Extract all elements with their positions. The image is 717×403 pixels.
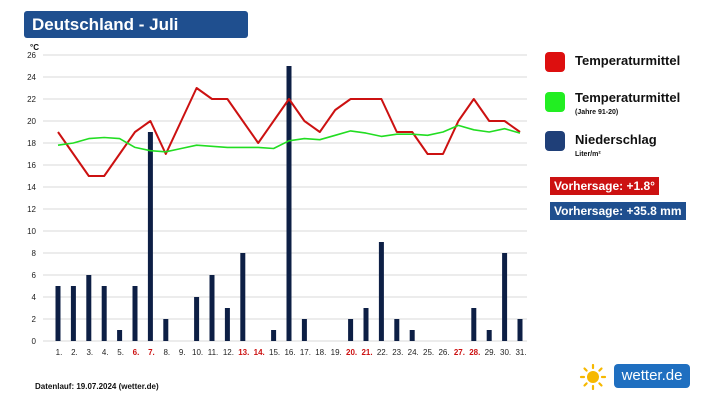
- x-tick-label: 27.: [454, 348, 465, 357]
- chart-title: Deutschland - Juli: [24, 11, 248, 38]
- x-tick-label: 17.: [300, 348, 311, 357]
- y-tick-label: 12: [27, 205, 36, 214]
- wetter-de-logo: wetter.de: [578, 364, 690, 390]
- temperature-reference-line: [57, 124, 521, 153]
- precipitation-bar: [240, 253, 246, 341]
- x-tick-label: 28.: [469, 348, 480, 357]
- x-tick-label: 6.: [133, 348, 140, 357]
- precipitation-bar: [70, 286, 76, 341]
- legend-swatch-green: [545, 92, 565, 112]
- x-tick-label: 29.: [485, 348, 496, 357]
- forecast-precip-badge: Vorhersage: +35.8 mm: [550, 202, 686, 220]
- x-tick-label: 13.: [238, 348, 249, 357]
- legend-swatch-red: [545, 52, 565, 72]
- legend-label-temp-mean: Temperaturmittel: [575, 53, 681, 68]
- x-tick-label: 16.: [284, 348, 295, 357]
- x-tick-label: 10.: [192, 348, 203, 357]
- y-tick-label: 26: [27, 51, 36, 60]
- precipitation-bar: [502, 253, 508, 341]
- x-tick-label: 22.: [377, 348, 388, 357]
- x-tick-label: 9.: [179, 348, 186, 357]
- temperature-lines: [57, 87, 521, 177]
- precipitation-bar: [286, 66, 292, 341]
- precipitation-bar: [301, 319, 307, 341]
- x-tick-label: 30.: [500, 348, 511, 357]
- precipitation-bar: [394, 319, 400, 341]
- y-tick-label: 14: [27, 183, 36, 192]
- precipitation-bar: [101, 286, 107, 341]
- y-tick-label: 0: [32, 337, 37, 346]
- y-tick-label: 24: [27, 73, 36, 82]
- legend-swatch-navy: [545, 131, 565, 151]
- precipitation-bar: [224, 308, 230, 341]
- legend-label-temp-ref-sub: (Jahre 91-20): [575, 109, 619, 116]
- grid: [43, 54, 527, 342]
- y-tick-label: 6: [32, 271, 37, 280]
- precipitation-bar: [117, 330, 123, 341]
- x-tick-label: 11.: [208, 348, 219, 357]
- precipitation-bar: [132, 286, 138, 341]
- y-tick-label: 2: [32, 315, 37, 324]
- x-tick-label: 18.: [315, 348, 326, 357]
- sun-icon: [579, 364, 607, 390]
- precipitation-bar: [86, 275, 92, 341]
- x-tick-label: 4.: [102, 348, 109, 357]
- x-tick-label: 2.: [71, 348, 78, 357]
- y-tick-label: 18: [27, 139, 36, 148]
- temperature-mean-line: [57, 87, 521, 177]
- precipitation-bar: [409, 330, 415, 341]
- logo-text: wetter.de: [614, 364, 690, 388]
- y-tick-label: 8: [32, 249, 37, 258]
- precipitation-bar: [348, 319, 354, 341]
- precipitation-bar: [194, 297, 200, 341]
- x-tick-label: 12.: [223, 348, 234, 357]
- precipitation-bar: [147, 132, 153, 341]
- y-tick-label: 10: [27, 227, 36, 236]
- legend-label-temp-ref: Temperaturmittel: [575, 90, 681, 105]
- y-tick-label: 4: [32, 293, 37, 302]
- precipitation-bar: [363, 308, 369, 341]
- x-tick-label: 23.: [392, 348, 403, 357]
- precipitation-bar: [163, 319, 169, 341]
- x-tick-label: 25.: [423, 348, 434, 357]
- precipitation-bars: [55, 66, 523, 341]
- x-tick-label: 5.: [117, 348, 124, 357]
- x-tick-label: 20.: [346, 348, 357, 357]
- x-tick-label: 14.: [254, 348, 265, 357]
- precipitation-bar: [378, 242, 384, 341]
- precipitation-bar: [271, 330, 277, 341]
- x-tick-label: 3.: [86, 348, 93, 357]
- precipitation-bar: [55, 286, 61, 341]
- x-tick-label: 1.: [56, 348, 63, 357]
- x-tick-label: 24.: [408, 348, 419, 357]
- precipitation-bar: [209, 275, 215, 341]
- x-tick-labels: 1. 2. 3. 4. 5. 6. 7. 8. 9. 10. 11. 12. 13. 14. 15. 16. 1…: [56, 348, 527, 357]
- legend-label-precip-unit: Liter/m²: [575, 151, 601, 158]
- x-tick-label: 31.: [515, 348, 526, 357]
- footer-data-run: Datenlauf: 19.07.2024 (wetter.de): [35, 382, 159, 391]
- precipitation-bar: [471, 308, 477, 341]
- x-tick-label: 7.: [148, 348, 155, 357]
- precipitation-bar: [517, 319, 523, 341]
- y-tick-label: 20: [27, 117, 36, 126]
- y-tick-label: 16: [27, 161, 36, 170]
- legend-label-precip: Niederschlag: [575, 132, 657, 147]
- x-tick-label: 26.: [438, 348, 449, 357]
- x-tick-label: 21.: [361, 348, 372, 357]
- y-axis-unit: °C: [30, 43, 39, 52]
- forecast-temp-badge: Vorhersage: +1.8°: [550, 177, 659, 195]
- x-tick-label: 15.: [269, 348, 280, 357]
- x-tick-label: 8.: [163, 348, 170, 357]
- precipitation-bar: [486, 330, 492, 341]
- y-tick-label: 22: [27, 95, 36, 104]
- x-tick-label: 19.: [331, 348, 342, 357]
